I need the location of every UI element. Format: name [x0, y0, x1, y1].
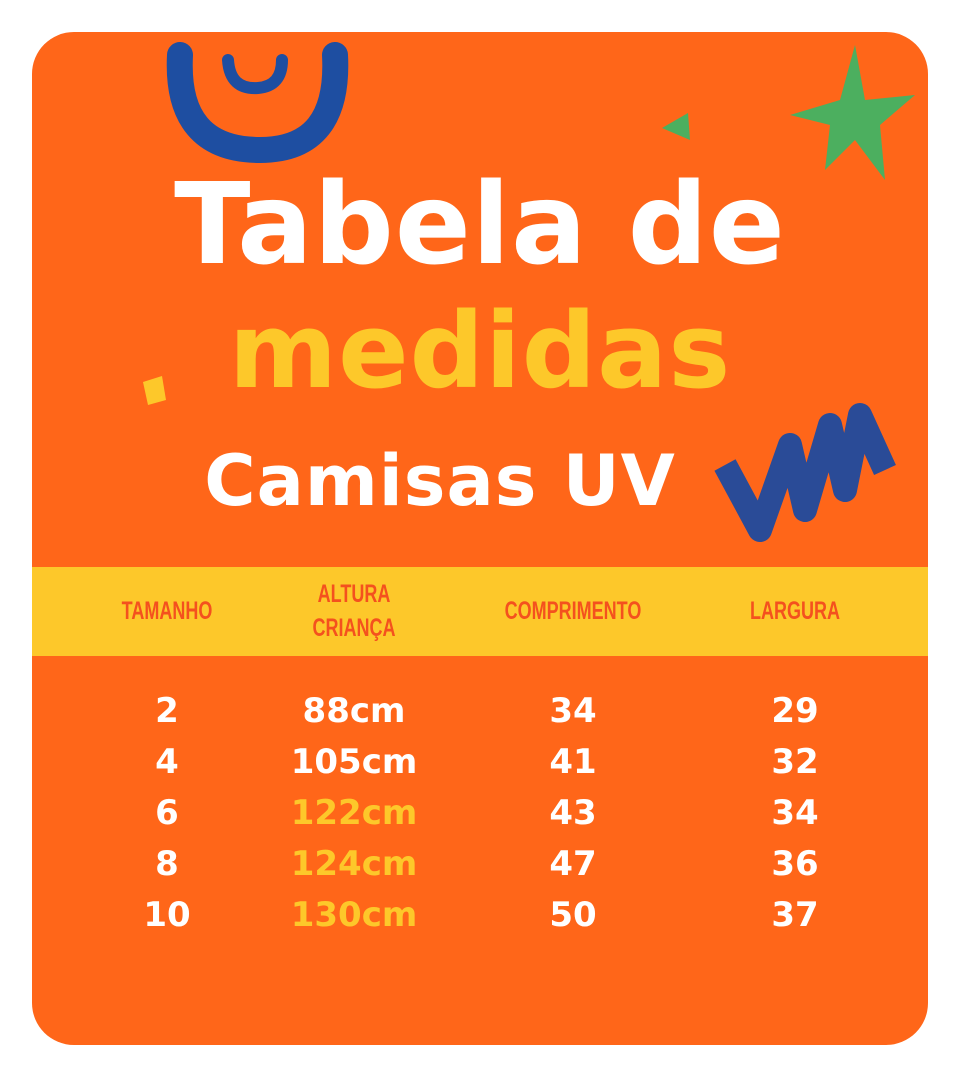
green-star [790, 45, 915, 180]
table-cell: 10 [143, 895, 191, 935]
table-cell: 34 [549, 691, 597, 731]
column-header: ALTURA CRIANÇA [312, 580, 396, 642]
table-cell: 88cm [302, 691, 406, 731]
subtitle: Camisas UV [204, 440, 676, 522]
table-cell: 36 [771, 844, 819, 884]
column-header: TAMANHO [121, 597, 213, 625]
table-cell: 34 [771, 793, 819, 833]
table-cell: 50 [549, 895, 597, 935]
table-cell: 41 [549, 742, 597, 782]
table-cell: 37 [771, 895, 819, 935]
table-cell: 130cm [290, 895, 418, 935]
blue-u [166, 42, 349, 164]
table-cell: 8 [155, 844, 179, 884]
title-line1: Tabela de [174, 160, 786, 290]
table-cell: 2 [155, 691, 179, 731]
table-cell: 122cm [290, 793, 418, 833]
title-line2: medidas [228, 290, 732, 412]
green-triangle [662, 113, 690, 140]
column-header: COMPRIMENTO [504, 597, 642, 625]
table-cell: 29 [771, 691, 819, 731]
table-cell: 47 [549, 844, 597, 884]
card [32, 32, 928, 1045]
table-cell: 4 [155, 742, 179, 782]
table-cell: 124cm [290, 844, 418, 884]
yellow-dash [143, 376, 166, 405]
blue-zigzag [714, 403, 896, 542]
table-cell: 105cm [290, 742, 418, 782]
table-cell: 43 [549, 793, 597, 833]
table-cell: 32 [771, 742, 819, 782]
header-band [32, 567, 928, 656]
blue-u-inner [222, 54, 288, 95]
column-header: LARGURA [750, 597, 840, 625]
table-cell: 6 [155, 793, 179, 833]
